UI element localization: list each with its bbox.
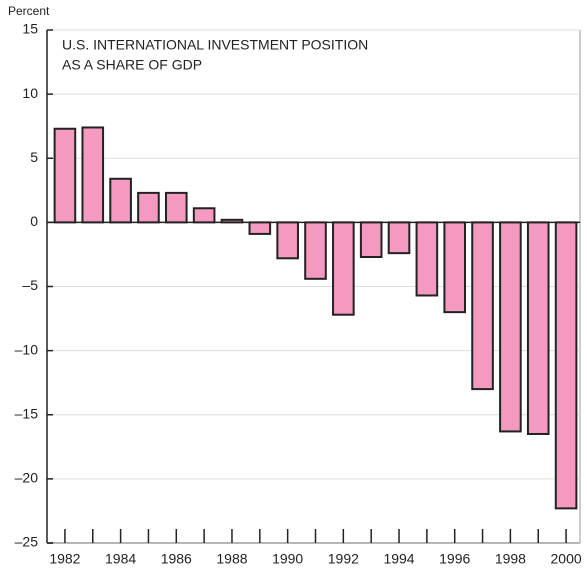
chart-title: U.S. INTERNATIONAL INVESTMENT POSITION: [62, 37, 368, 53]
bar: [359, 221, 383, 259]
y-tick-label: 0: [30, 213, 38, 229]
bar: [137, 191, 160, 224]
x-tick-label: 1988: [216, 551, 247, 567]
bar: [387, 221, 411, 255]
bar: [443, 221, 467, 314]
y-tick-label: 5: [30, 149, 38, 165]
bar: [53, 127, 77, 224]
y-axis-label: Percent: [8, 4, 50, 18]
bar: [81, 126, 105, 224]
bar: [499, 221, 522, 433]
bar: [109, 177, 132, 224]
chart-title: AS A SHARE OF GDP: [62, 57, 202, 73]
y-tick-label: –10: [15, 341, 39, 357]
bar: [415, 221, 439, 297]
y-tick-label: –15: [15, 405, 39, 421]
bar: [526, 221, 550, 435]
bar: [248, 221, 272, 235]
bar: [554, 221, 578, 510]
y-tick-label: 10: [22, 85, 38, 101]
bar: [164, 191, 188, 224]
bar: [471, 221, 494, 391]
x-tick-label: 1984: [105, 551, 136, 567]
x-tick-label: 2000: [551, 551, 582, 567]
y-tick-label: –5: [22, 277, 38, 293]
bar: [276, 221, 299, 260]
bar: [304, 221, 327, 280]
x-tick-label: 1982: [49, 551, 80, 567]
bar: [332, 221, 355, 316]
x-tick-label: 1996: [439, 551, 470, 567]
y-tick-label: –20: [15, 470, 39, 486]
x-tick-label: 1994: [383, 551, 414, 567]
x-tick-label: 1990: [272, 551, 303, 567]
y-tick-label: –25: [15, 534, 39, 550]
x-tick-label: 1998: [495, 551, 526, 567]
x-tick-label: 1986: [161, 551, 192, 567]
y-tick-label: 15: [22, 21, 38, 37]
x-tick-label: 1992: [328, 551, 359, 567]
bar: [192, 207, 216, 224]
